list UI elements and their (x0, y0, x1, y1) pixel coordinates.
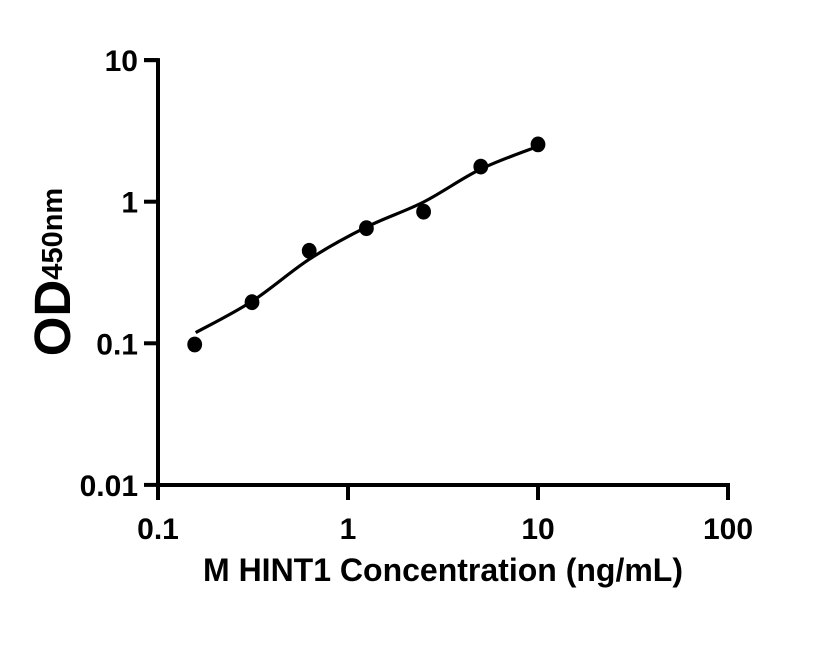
y-tick-label: 0.1 (96, 328, 138, 361)
y-axis-title: OD450nm (24, 188, 81, 356)
x-axis-tick-labels: 0.1 1 10 100 (137, 513, 753, 546)
plot-area (187, 136, 546, 353)
y-axis-title-sub: 450nm (37, 188, 69, 280)
y-axis-tick-labels: 0.01 0.1 1 10 (80, 45, 138, 503)
data-point (301, 242, 317, 259)
data-point (530, 136, 546, 153)
x-tick-label: 10 (521, 513, 554, 546)
y-tick-label: 0.01 (80, 470, 138, 503)
y-axis-title-main: OD (24, 280, 81, 357)
data-point (359, 220, 374, 237)
y-tick-label: 10 (105, 45, 138, 78)
y-tick-label: 1 (121, 187, 138, 220)
x-axis-title: M HINT1 Concentration (ng/mL) (203, 552, 683, 588)
data-points (187, 136, 546, 353)
data-point (473, 158, 489, 175)
y-axis-ticks (144, 58, 158, 487)
data-point (187, 336, 203, 353)
data-point (416, 203, 431, 220)
x-axis-ticks (156, 485, 730, 500)
axis-frame (144, 58, 730, 500)
x-tick-label: 0.1 (137, 513, 179, 546)
axes: 0.1 1 10 100 0.01 0.1 1 10 (80, 45, 753, 546)
data-point (244, 294, 260, 311)
x-tick-label: 100 (703, 513, 753, 546)
x-tick-label: 1 (340, 513, 357, 546)
